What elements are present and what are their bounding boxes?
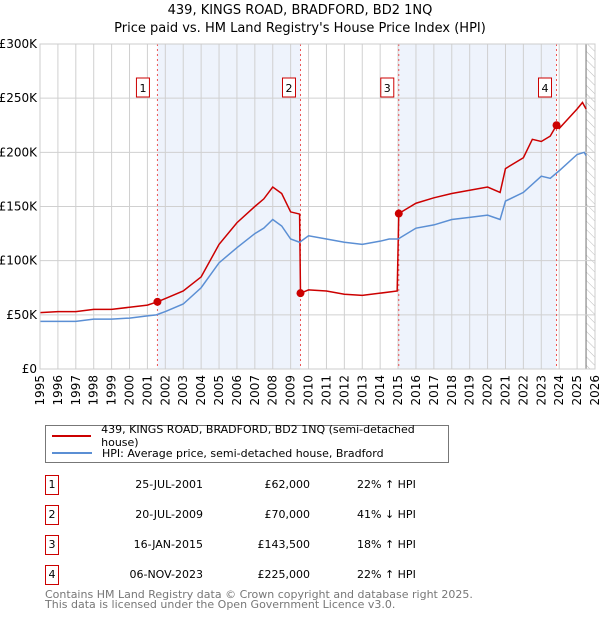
sale-marker-label: 1 xyxy=(139,82,146,95)
transaction-price: £143,500 xyxy=(257,538,311,551)
x-tick-label: 2014 xyxy=(373,375,387,406)
x-tick-label: 2024 xyxy=(552,375,566,406)
transaction-price: £225,000 xyxy=(257,568,311,581)
transaction-number: 1 xyxy=(45,475,59,495)
x-tick-label: 2000 xyxy=(123,375,137,406)
transaction-hpi: 22% ↑ HPI xyxy=(357,568,416,581)
chart-title: 439, KINGS ROAD, BRADFORD, BD2 1NQ Price… xyxy=(0,2,600,38)
y-tick-label: £100K xyxy=(0,254,38,268)
x-tick-label: 2018 xyxy=(445,375,459,406)
footer-line1: Contains HM Land Registry data © Crown c… xyxy=(45,588,473,601)
transaction-row: 2 20-JUL-2009 £70,000 41% ↓ HPI xyxy=(45,505,465,525)
footer: Contains HM Land Registry data © Crown c… xyxy=(45,588,473,611)
y-tick-label: £150K xyxy=(0,200,38,214)
transaction-number: 4 xyxy=(45,565,59,585)
sale-marker-label: 4 xyxy=(542,82,549,95)
y-tick-label: £250K xyxy=(0,91,38,105)
x-tick-label: 2008 xyxy=(266,375,280,406)
x-tick-label: 2004 xyxy=(194,375,208,406)
transaction-date: 20-JUL-2009 xyxy=(135,508,203,521)
hpi-line xyxy=(40,151,587,323)
transaction-price: £62,000 xyxy=(264,478,311,491)
transaction-date: 16-JAN-2015 xyxy=(133,538,203,551)
x-tick-label: 2007 xyxy=(248,375,262,406)
x-tick-label: 2009 xyxy=(284,375,298,406)
sale-marker-label: 3 xyxy=(384,82,391,95)
sale-marker-label: 2 xyxy=(285,82,292,95)
x-tick-label: 1996 xyxy=(51,375,65,406)
x-tick-label: 2006 xyxy=(230,375,244,406)
x-tick-label: 2001 xyxy=(140,375,154,406)
legend-hpi: HPI: Average price, semi-detached house,… xyxy=(102,446,384,460)
title: 439, KINGS ROAD, BRADFORD, BD2 1NQ xyxy=(167,3,433,18)
legend-blue-line xyxy=(52,452,92,454)
x-tick-label: 2017 xyxy=(427,375,441,406)
transaction-date: 06-NOV-2023 xyxy=(129,568,203,581)
sale-point xyxy=(296,289,305,298)
x-tick-label: 2023 xyxy=(534,375,548,406)
x-tick-label: 1997 xyxy=(69,375,83,406)
x-tick-label: 2020 xyxy=(481,375,495,406)
price-chart: 1995 1996 1997 1998 1999 2000 2001 2002 2003 2004… xyxy=(0,37,600,406)
y-tick-label: £300K xyxy=(0,37,38,51)
x-tick-label: 2005 xyxy=(212,375,226,406)
x-tick-label: 2013 xyxy=(355,375,369,406)
x-tick-label: 2010 xyxy=(302,375,316,406)
y-tick-label: £50K xyxy=(6,308,38,322)
legend: 439, KINGS ROAD, BRADFORD, BD2 1NQ (semi… xyxy=(45,423,449,463)
transaction-number: 2 xyxy=(45,505,59,525)
transaction-date: 25-JUL-2001 xyxy=(135,478,203,491)
transaction-row: 4 06-NOV-2023 £225,000 22% ↑ HPI xyxy=(45,565,465,585)
sale-point xyxy=(153,297,162,306)
x-tick-label: 1995 xyxy=(33,375,47,406)
x-tick-label: 2002 xyxy=(158,375,172,406)
transaction-number: 3 xyxy=(45,535,59,555)
transaction-hpi: 22% ↑ HPI xyxy=(357,478,416,491)
x-tick-label: 2026 xyxy=(588,375,600,406)
sale-marker-box xyxy=(281,77,296,98)
sale-marker-box xyxy=(538,77,553,98)
x-tick-label: 2003 xyxy=(176,375,190,406)
subtitle: Price paid vs. HM Land Registry's House … xyxy=(114,21,486,36)
transaction-hpi: 41% ↓ HPI xyxy=(357,508,416,521)
sale-marker-box xyxy=(135,77,150,98)
y-tick-label: £200K xyxy=(0,145,38,159)
transaction-row: 1 25-JUL-2001 £62,000 22% ↑ HPI xyxy=(45,475,465,495)
plot-border xyxy=(39,43,596,370)
sale-point xyxy=(552,121,561,130)
footer-line2: This data is licensed under the Open Gov… xyxy=(45,598,396,611)
legend-red-line xyxy=(52,435,92,437)
y-tick-label: £0 xyxy=(22,362,37,376)
x-tick-label: 1998 xyxy=(87,375,101,406)
sale-point xyxy=(394,209,403,218)
x-tick-label: 2025 xyxy=(570,375,584,406)
x-tick-label: 2015 xyxy=(391,375,405,406)
x-tick-label: 2022 xyxy=(516,375,530,406)
transaction-row: 3 16-JAN-2015 £143,500 18% ↑ HPI xyxy=(45,535,465,555)
x-tick-label: 2021 xyxy=(498,375,512,406)
transaction-price: £70,000 xyxy=(264,508,311,521)
x-tick-label: 1999 xyxy=(105,375,119,406)
x-tick-label: 2016 xyxy=(409,375,423,406)
x-tick-label: 2019 xyxy=(463,375,477,406)
transaction-hpi: 18% ↑ HPI xyxy=(357,538,416,551)
legend-property: 439, KINGS ROAD, BRADFORD, BD2 1NQ (semi… xyxy=(101,423,415,449)
x-tick-label: 2011 xyxy=(319,375,333,406)
x-tick-label: 2012 xyxy=(337,375,351,406)
sale-marker-box xyxy=(380,77,395,98)
